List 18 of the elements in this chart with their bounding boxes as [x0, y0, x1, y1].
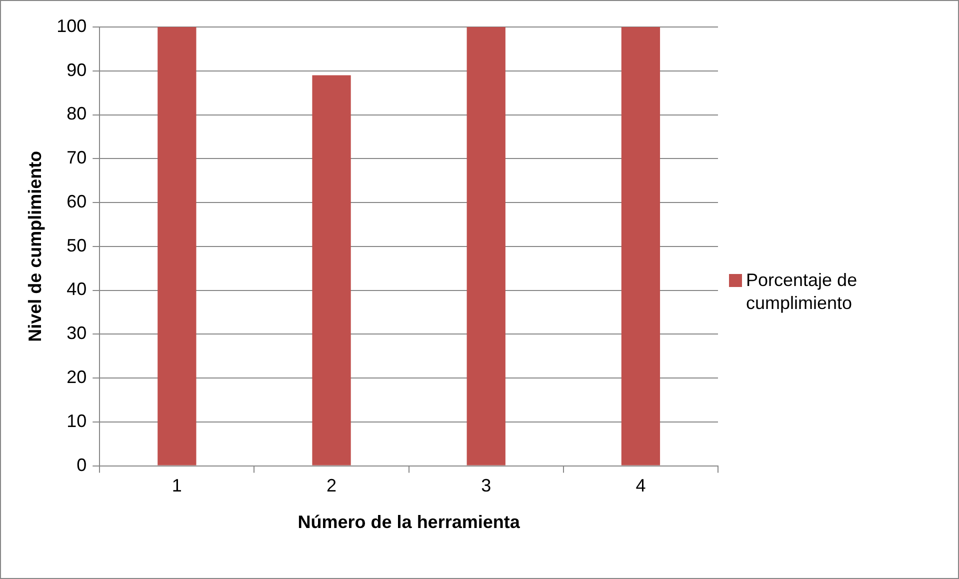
- x-tick-label: 4: [636, 476, 646, 496]
- y-tick-label: 70: [66, 148, 87, 168]
- y-tick-label: 60: [66, 191, 87, 212]
- y-tick-label: 40: [66, 279, 87, 300]
- y-tick-label: 90: [66, 60, 87, 80]
- x-tick-label: 3: [481, 476, 492, 496]
- x-tick-label: 1: [172, 476, 182, 496]
- y-axis-title: Nivel de cumplimiento: [24, 150, 45, 342]
- y-tick-label: 50: [66, 235, 87, 256]
- y-tick-label: 10: [66, 410, 87, 431]
- y-tick-label: 100: [56, 16, 87, 36]
- y-tick-label: 80: [66, 104, 87, 124]
- y-tick-label: 0: [76, 454, 87, 475]
- legend-label: Porcentaje de cumplimiento: [746, 269, 858, 315]
- x-tick-label: 2: [326, 476, 337, 496]
- y-tick-label: 20: [66, 367, 87, 388]
- y-tick-label: 30: [66, 323, 87, 344]
- x-axis-title: Número de la herramienta: [298, 512, 521, 532]
